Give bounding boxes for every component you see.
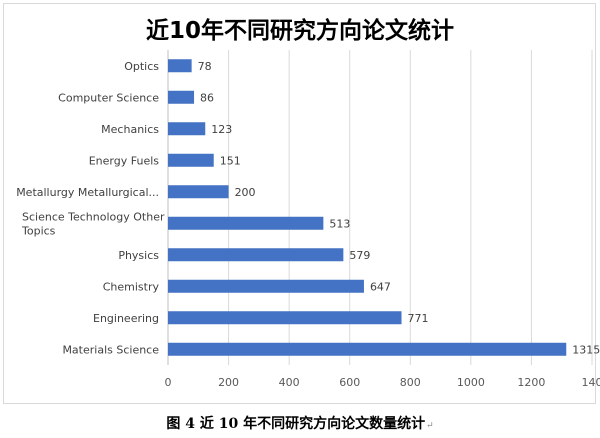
bar-chart: 近10年不同研究方向论文统计 Optics Computer Science Mec… xyxy=(16,17,600,389)
bar xyxy=(168,153,214,167)
value-label: 1315 xyxy=(572,343,600,356)
value-label: 123 xyxy=(211,123,232,136)
category-label: Optics xyxy=(124,60,159,73)
bars xyxy=(168,59,567,356)
x-tick-label: 200 xyxy=(218,376,239,389)
category-label: Energy Fuels xyxy=(89,154,160,167)
value-label: 78 xyxy=(198,60,212,73)
category-label: Chemistry xyxy=(103,280,160,293)
x-tick-label: 800 xyxy=(400,376,421,389)
value-label: 200 xyxy=(235,186,256,199)
x-tick-label: 400 xyxy=(279,376,300,389)
caption-text: 图 4 近 10 年不同研究方向论文数量统计 xyxy=(166,416,426,432)
category-label: Mechanics xyxy=(101,123,159,136)
value-label: 579 xyxy=(349,249,370,262)
category-label: Engineering xyxy=(93,312,159,325)
figure-caption: 图 4 近 10 年不同研究方向论文数量统计↵ xyxy=(0,413,600,433)
x-tick-label: 1000 xyxy=(457,376,485,389)
value-label: 647 xyxy=(370,280,391,293)
category-labels: Optics Computer Science Mechanics Energy Fu… xyxy=(16,60,165,357)
x-tick-label: 600 xyxy=(339,376,360,389)
bar xyxy=(168,59,192,73)
x-tick-label: 1200 xyxy=(517,376,545,389)
bar xyxy=(168,122,206,136)
chart-title: 近10年不同研究方向论文统计 xyxy=(146,17,454,44)
category-label: Metallurgy Metallurgical... xyxy=(16,186,159,199)
bar xyxy=(168,90,195,104)
category-label: Science Technology Other Topics xyxy=(21,210,165,237)
bar xyxy=(168,279,364,293)
paragraph-mark: ↵ xyxy=(426,421,434,431)
bar xyxy=(168,216,324,230)
value-label: 86 xyxy=(200,91,214,104)
value-labels: 78 86 123 151 200 513 579 647 771 1315 xyxy=(198,60,600,357)
bar xyxy=(168,185,229,199)
x-tick-label: 0 xyxy=(165,376,172,389)
category-label: Physics xyxy=(118,249,159,262)
bar xyxy=(168,248,344,262)
bar xyxy=(168,342,567,356)
category-label: Computer Science xyxy=(58,91,159,104)
value-label: 151 xyxy=(220,154,241,167)
category-label: Materials Science xyxy=(62,343,159,356)
bar xyxy=(168,311,402,325)
chart-frame xyxy=(3,3,596,404)
x-tick-label: 140 xyxy=(582,376,600,389)
x-axis-ticks: 0 200 400 600 800 1000 1200 140 xyxy=(165,376,600,389)
value-label: 513 xyxy=(329,217,350,230)
value-label: 771 xyxy=(408,312,429,325)
